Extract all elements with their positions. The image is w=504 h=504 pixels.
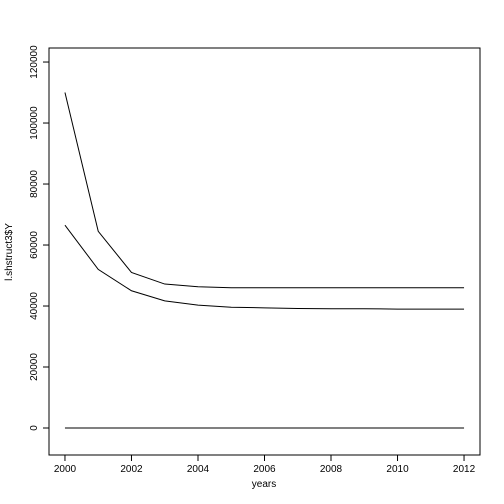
plot-box [48,47,481,456]
series-line [64,224,465,310]
x-tick-label: 2000 [54,464,77,475]
x-tick-label: 2010 [386,464,409,475]
x-tick-label: 2002 [120,464,143,475]
y-axis-label: l.shstruct3$Y [4,223,15,281]
y-tick-label: 40000 [29,292,40,320]
y-tick-label: 60000 [29,231,40,259]
y-tick-label: 120000 [29,45,40,79]
x-tick-label: 2012 [453,464,476,475]
series-line [64,92,465,289]
y-tick-label: 20000 [29,353,40,381]
y-tick-label: 100000 [29,106,40,140]
y-tick-label: 0 [29,425,40,431]
x-axis-label: years [252,479,276,490]
x-tick-label: 2008 [320,464,343,475]
x-tick-label: 2006 [253,464,276,475]
y-tick-label: 80000 [29,170,40,198]
x-tick-label: 2004 [187,464,210,475]
